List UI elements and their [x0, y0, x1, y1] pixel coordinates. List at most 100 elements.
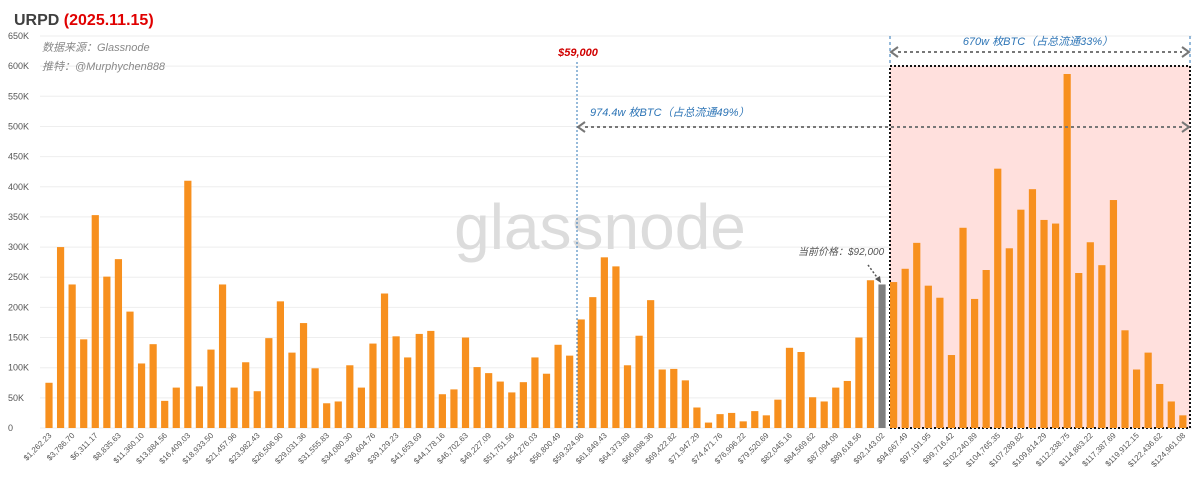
- bar: [1005, 248, 1013, 428]
- bar: [404, 357, 412, 428]
- current-price-label: 当前价格：$92,000: [798, 246, 885, 258]
- bar: [126, 311, 134, 428]
- bar: [554, 344, 562, 428]
- bar: [635, 335, 643, 428]
- bar: [1156, 383, 1164, 428]
- y-tick-label: 50K: [8, 393, 24, 403]
- bar: [265, 338, 273, 428]
- bar: [843, 380, 851, 428]
- y-tick-label: 550K: [8, 91, 29, 101]
- bar: [566, 355, 574, 428]
- bar: [438, 394, 446, 428]
- bar: [369, 343, 377, 428]
- title-date: (2025.11.15): [64, 12, 154, 29]
- bar: [80, 339, 88, 428]
- arrow-head: [889, 46, 1191, 58]
- bar: [161, 400, 169, 428]
- y-tick-label: 400K: [8, 182, 29, 192]
- bar: [1109, 200, 1118, 428]
- bar: [184, 180, 192, 428]
- bar: [959, 227, 967, 428]
- range-label: 974.4w 枚BTC（占总流通49%）: [590, 106, 750, 119]
- bar: [253, 391, 261, 428]
- y-tick-label: 300K: [8, 242, 29, 252]
- bar: [774, 399, 782, 428]
- bar: [114, 259, 123, 428]
- bar: [508, 392, 516, 428]
- bar: [172, 387, 180, 428]
- watermark: glassnode: [454, 191, 746, 263]
- bar: [380, 293, 389, 428]
- bar: [1075, 273, 1083, 428]
- bar: [1017, 209, 1025, 428]
- bar: [577, 319, 585, 428]
- bar: [612, 266, 620, 428]
- bar: [913, 242, 921, 428]
- bar: [589, 297, 597, 428]
- bar: [103, 276, 111, 428]
- bar: [762, 415, 770, 428]
- bar: [647, 300, 655, 428]
- bar: [924, 285, 932, 428]
- bar: [1063, 73, 1071, 429]
- bar: [542, 373, 551, 428]
- bar: [230, 387, 238, 428]
- bar: [739, 421, 747, 428]
- y-tick-label: 650K: [8, 31, 29, 41]
- bar: [357, 387, 365, 428]
- bar: [728, 412, 736, 428]
- bar: [1144, 352, 1152, 428]
- bar: [982, 269, 990, 428]
- bar: [1179, 415, 1187, 428]
- bar: [809, 397, 817, 428]
- bar: [1132, 369, 1141, 428]
- bar: [149, 344, 157, 428]
- y-tick-label: 600K: [8, 61, 29, 71]
- y-tick-label: 350K: [8, 212, 29, 222]
- bar: [1028, 189, 1037, 428]
- bar: [91, 215, 99, 428]
- subtitle: 数据来源：Glassnode: [42, 41, 150, 54]
- bar: [1086, 242, 1094, 428]
- bar: [878, 284, 886, 428]
- bar: [450, 389, 458, 428]
- bar: [496, 381, 504, 428]
- bar: [485, 373, 493, 428]
- bar: [1040, 219, 1048, 428]
- y-tick-label: 500K: [8, 121, 29, 131]
- bar: [1098, 265, 1106, 428]
- bar: [623, 365, 632, 428]
- bar: [323, 403, 331, 428]
- arrow-head: [576, 121, 1191, 133]
- bar: [994, 168, 1002, 428]
- y-tick-label: 250K: [8, 272, 29, 282]
- bar: [218, 284, 227, 428]
- bar: [693, 407, 701, 428]
- bar: [901, 268, 909, 428]
- bar: [681, 380, 689, 428]
- bar: [334, 401, 342, 428]
- y-tick-label: 100K: [8, 363, 29, 373]
- bar: [427, 330, 435, 428]
- bar: [207, 349, 215, 428]
- bar: [45, 382, 53, 428]
- bar: [855, 337, 863, 428]
- bar: [68, 284, 76, 428]
- bar: [704, 422, 713, 428]
- bar: [890, 282, 898, 428]
- bar: [820, 401, 828, 428]
- bar: [658, 369, 666, 428]
- range-label: 670w 枚BTC（占总流通33%）: [963, 35, 1113, 48]
- bar: [1051, 223, 1060, 428]
- bar: [785, 347, 794, 428]
- y-tick-label: 0: [8, 423, 13, 433]
- chart-title: URPD (2025.11.15): [14, 12, 154, 29]
- pointer-head: [875, 276, 881, 283]
- bar: [947, 355, 956, 428]
- bar: [276, 301, 284, 428]
- y-tick-label: 200K: [8, 302, 29, 312]
- y-tick-label: 150K: [8, 333, 29, 343]
- bar: [1167, 401, 1175, 428]
- bar: [242, 362, 250, 428]
